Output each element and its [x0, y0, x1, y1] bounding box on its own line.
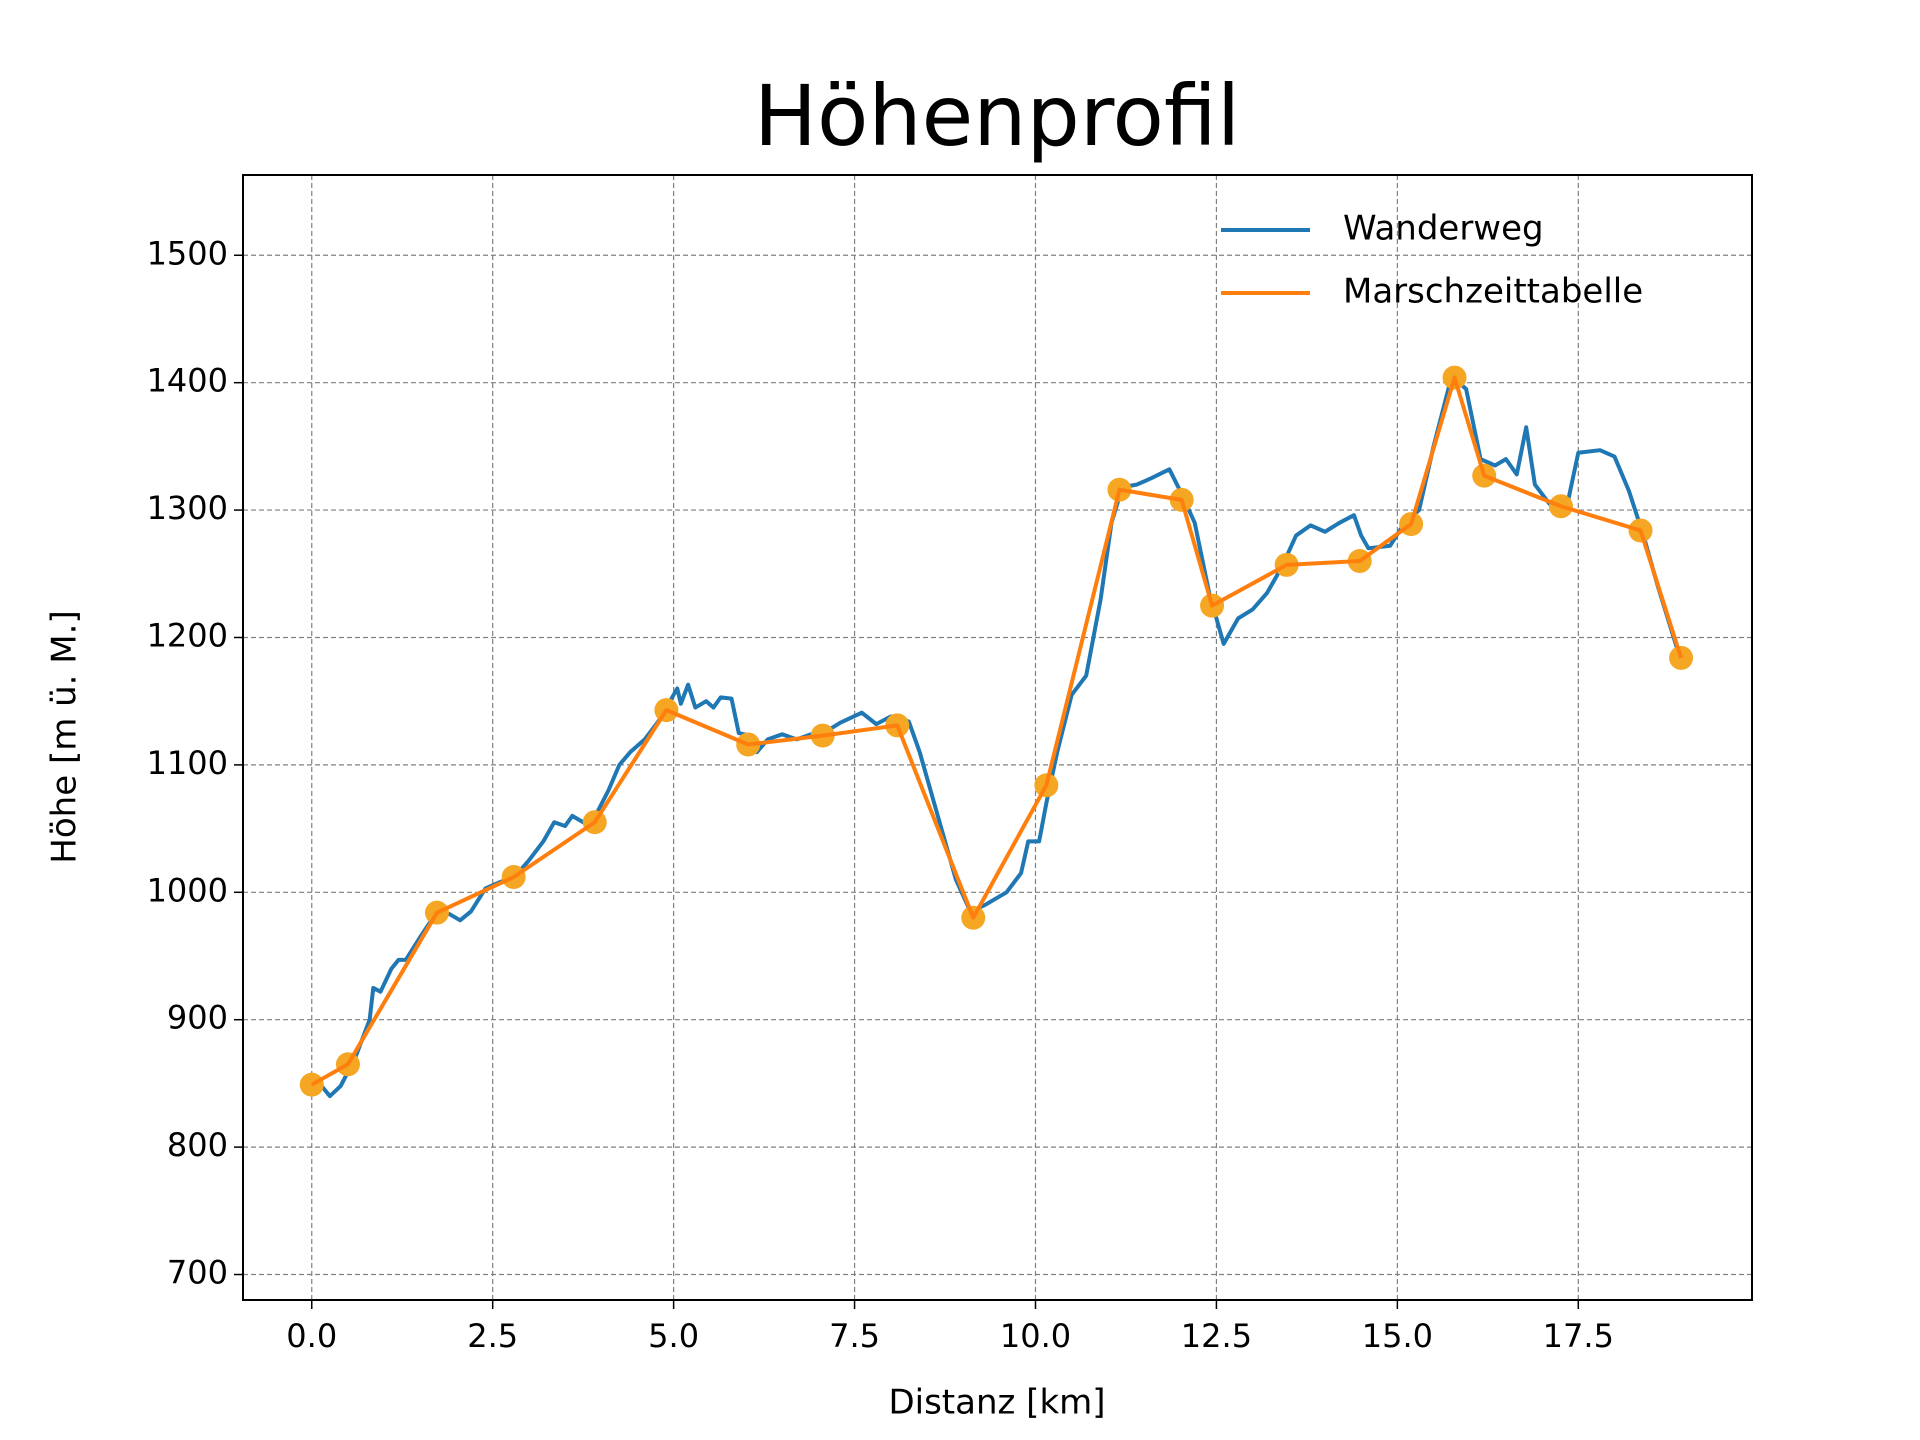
- y-tick-label: 1300: [147, 489, 228, 527]
- y-tick-label: 1000: [147, 871, 228, 909]
- y-tick-label: 1400: [147, 362, 228, 400]
- series-line: [310, 375, 1683, 1087]
- legend-label: Wanderweg: [1343, 209, 1544, 249]
- x-tick-label: 17.5: [1543, 1317, 1614, 1355]
- x-tick-label: 5.0: [648, 1317, 699, 1355]
- y-tick-label: 800: [167, 1126, 228, 1164]
- y-tick-label: 1100: [147, 744, 228, 782]
- x-tick-label: 12.5: [1181, 1317, 1252, 1355]
- marker: [1669, 645, 1694, 670]
- chart-title: Höhenprofil: [754, 67, 1240, 165]
- legend-label: Marschzeittabelle: [1343, 272, 1643, 312]
- x-tick-label: 15.0: [1362, 1317, 1433, 1355]
- x-tick-label: 7.5: [829, 1317, 880, 1355]
- x-tick-label: 2.5: [467, 1317, 518, 1355]
- plot-frame: [242, 174, 1753, 1301]
- x-axis-label: Distanz [km]: [888, 1383, 1105, 1423]
- y-tick-label: 900: [167, 999, 228, 1037]
- x-tick-label: 0.0: [286, 1317, 337, 1355]
- marker: [299, 1072, 324, 1097]
- y-tick-label: 700: [167, 1254, 228, 1292]
- x-tick-label: 10.0: [1000, 1317, 1071, 1355]
- y-tick-label: 1200: [147, 616, 228, 654]
- y-axis-label: Höhe [m ü. M.]: [45, 610, 85, 863]
- y-tick-label: 1500: [147, 234, 228, 272]
